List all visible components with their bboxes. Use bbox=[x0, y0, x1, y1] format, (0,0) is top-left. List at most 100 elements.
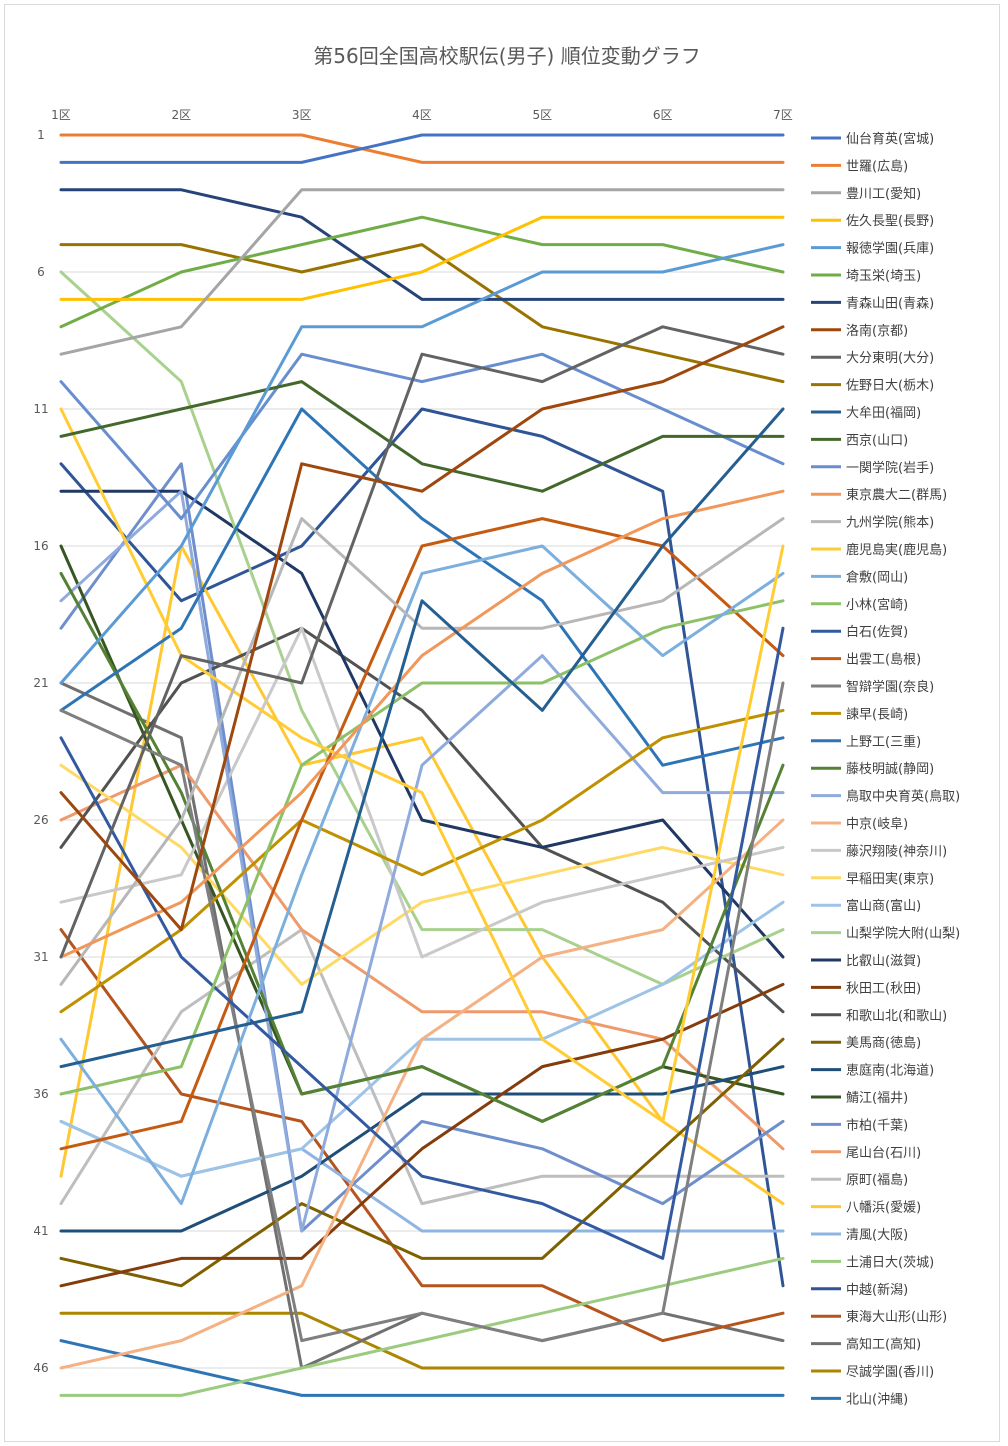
legend-item: 土浦日大(茨城) bbox=[811, 1255, 934, 1270]
series-line bbox=[59, 188, 785, 356]
y-tick-label: 16 bbox=[33, 539, 48, 553]
legend-label: 比叡山(滋賀) bbox=[846, 954, 921, 969]
legend-label: 上野工(三重) bbox=[846, 734, 921, 750]
legend-item: 一関学院(岩手) bbox=[811, 460, 934, 476]
legend-label: 尾山台(石川) bbox=[846, 1146, 921, 1161]
series-line bbox=[59, 626, 785, 959]
series-line bbox=[59, 763, 785, 986]
legend-item: 鹿児島実(鹿児島) bbox=[811, 542, 947, 558]
legend-label: 西京(山口) bbox=[846, 433, 908, 448]
series-line bbox=[59, 681, 785, 1343]
series-line bbox=[59, 380, 785, 493]
legend-label: 鳥取中央育英(鳥取) bbox=[846, 789, 960, 805]
series-line bbox=[59, 188, 785, 301]
chart-title: 第56回全国高校駅伝(男子) 順位変動グラフ bbox=[313, 44, 700, 68]
legend-item: 中越(新潟) bbox=[811, 1282, 908, 1298]
legend-item: 諫早(長崎) bbox=[811, 706, 908, 722]
legend-item: 洛南(京都) bbox=[811, 323, 908, 339]
legend-item: 鯖江(福井) bbox=[811, 1091, 908, 1106]
series-line bbox=[59, 1256, 785, 1397]
legend-label: 北山(沖縄) bbox=[846, 1392, 908, 1407]
legend-item: 北山(沖縄) bbox=[811, 1392, 908, 1407]
legend-label: 大分東明(大分) bbox=[846, 350, 934, 366]
legend-label: 鯖江(福井) bbox=[846, 1091, 908, 1106]
legend-label: 恵庭南(北海道) bbox=[846, 1063, 934, 1079]
legend-item: 藤沢翔陵(神奈川) bbox=[811, 844, 947, 859]
legend-label: 九州学院(熊本) bbox=[846, 515, 934, 531]
legend-item: 中京(岐阜) bbox=[811, 816, 908, 832]
legend-item: 尾山台(石川) bbox=[811, 1146, 921, 1161]
series-line bbox=[59, 489, 785, 959]
legend-item: 報徳学園(兵庫) bbox=[811, 241, 934, 257]
legend-item: 佐野日大(栃木) bbox=[811, 379, 934, 394]
legend-item: 八幡浜(愛媛) bbox=[811, 1201, 921, 1216]
legend-label: 豊川工(愛知) bbox=[846, 186, 921, 202]
legend-item: 市柏(千葉) bbox=[811, 1117, 908, 1133]
legend-label: 高知工(高知) bbox=[846, 1337, 921, 1353]
legend-item: 大牟田(福岡) bbox=[811, 406, 921, 421]
legend-item: 藤枝明誠(静岡) bbox=[811, 762, 934, 777]
series-line bbox=[59, 818, 785, 1370]
legend-label: 藤枝明誠(静岡) bbox=[846, 762, 934, 777]
series-line bbox=[59, 215, 785, 329]
legend-label: 和歌山北(和歌山) bbox=[846, 1009, 947, 1024]
legend-label: 八幡浜(愛媛) bbox=[846, 1201, 921, 1216]
legend-label: 諫早(長崎) bbox=[846, 706, 908, 722]
legend-item: 小林(宮崎) bbox=[811, 597, 908, 613]
legend-item: 鳥取中央育英(鳥取) bbox=[811, 789, 960, 805]
legend-label: 小林(宮崎) bbox=[846, 597, 908, 613]
legend-label: 埼玉栄(埼玉) bbox=[846, 269, 921, 284]
series-line bbox=[59, 325, 785, 932]
series-line bbox=[59, 571, 785, 1123]
legend-label: 世羅(広島) bbox=[846, 159, 908, 174]
y-tick-label: 46 bbox=[33, 1361, 48, 1375]
series-line bbox=[59, 215, 785, 301]
legend-label: 清風(大阪) bbox=[846, 1228, 908, 1243]
series-line bbox=[59, 708, 785, 1014]
legend-label: 尽誠学園(香川) bbox=[846, 1364, 934, 1380]
legend-item: 仙台育英(宮城) bbox=[811, 131, 934, 147]
legend-item: 尽誠学園(香川) bbox=[811, 1364, 934, 1380]
series-line bbox=[59, 1037, 785, 1288]
legend-item: 智辯学園(奈良) bbox=[811, 679, 934, 695]
x-axis-ticks: 1区 2区 3区 4区 5区 6区 7区 bbox=[51, 108, 793, 122]
series-line bbox=[59, 243, 785, 685]
legend-label: 中京(岐阜) bbox=[846, 816, 908, 832]
series-line bbox=[59, 982, 785, 1288]
legend-item: 九州学院(熊本) bbox=[811, 515, 934, 531]
legend-label: 秋田工(秋田) bbox=[846, 981, 921, 996]
legend-item: 比叡山(滋賀) bbox=[811, 954, 921, 969]
legend-label: 白石(佐賀) bbox=[846, 624, 908, 640]
legend-item: 出雲工(島根) bbox=[811, 653, 921, 668]
legend-label: 土浦日大(茨城) bbox=[846, 1255, 934, 1270]
legend-item: 佐久長聖(長野) bbox=[811, 214, 934, 229]
legend: 仙台育英(宮城) 世羅(広島) 豊川工(愛知) 佐久長聖(長野) 報徳学園(兵庫) 埼玉栄… bbox=[811, 131, 960, 1407]
legend-item: 秋田工(秋田) bbox=[811, 981, 921, 996]
series-line bbox=[59, 133, 785, 164]
series-layer bbox=[59, 133, 785, 1397]
legend-item: 早稲田実(東京) bbox=[811, 871, 934, 887]
series-line bbox=[59, 626, 785, 1014]
legend-label: 洛南(京都) bbox=[846, 323, 908, 339]
legend-label: 大牟田(福岡) bbox=[846, 406, 921, 421]
series-line bbox=[59, 407, 785, 1288]
series-line bbox=[59, 1311, 785, 1370]
series-line bbox=[59, 1065, 785, 1233]
y-tick-label: 6 bbox=[37, 265, 45, 279]
legend-label: 出雲工(島根) bbox=[846, 653, 921, 668]
legend-label: 佐野日大(栃木) bbox=[846, 379, 934, 394]
legend-label: 報徳学園(兵庫) bbox=[846, 241, 934, 257]
series-line bbox=[59, 928, 785, 1206]
legend-item: 世羅(広島) bbox=[811, 159, 908, 174]
legend-label: 一関学院(岩手) bbox=[846, 460, 934, 476]
legend-item: 上野工(三重) bbox=[811, 734, 921, 750]
y-tick-label: 41 bbox=[33, 1224, 48, 1238]
legend-label: 市柏(千葉) bbox=[846, 1117, 908, 1133]
series-line bbox=[59, 462, 785, 1233]
x-tick-label: 5区 bbox=[533, 108, 553, 122]
legend-item: 青森山田(青森) bbox=[811, 296, 934, 311]
legend-item: 埼玉栄(埼玉) bbox=[811, 269, 921, 284]
y-tick-label: 11 bbox=[33, 402, 48, 416]
series-line bbox=[59, 407, 785, 1069]
